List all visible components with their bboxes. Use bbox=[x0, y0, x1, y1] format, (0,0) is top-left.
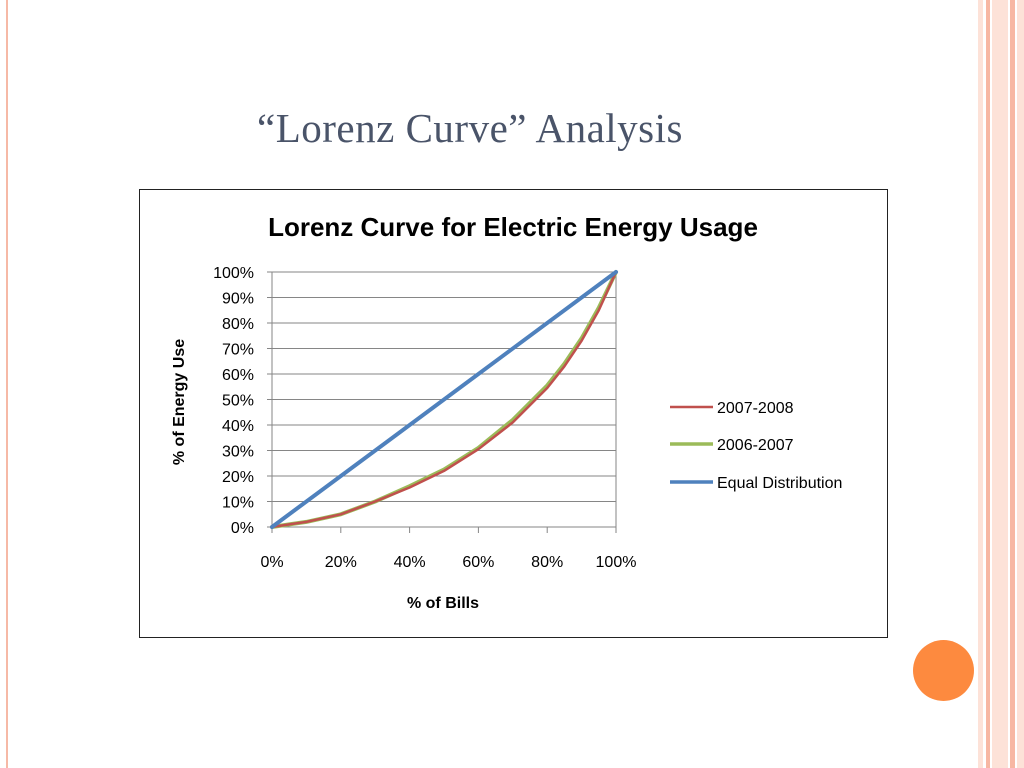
legend-label: Equal Distribution bbox=[717, 475, 842, 492]
y-tick-label: 40% bbox=[222, 418, 254, 435]
y-tick-label: 30% bbox=[222, 444, 254, 461]
x-tick-label: 60% bbox=[462, 554, 494, 571]
x-tick-label: 80% bbox=[531, 554, 563, 571]
y-tick-label: 20% bbox=[222, 469, 254, 486]
y-axis-label: % of Energy Use bbox=[171, 339, 188, 465]
x-tick-label: 100% bbox=[596, 554, 637, 571]
left-border-line bbox=[6, 0, 8, 768]
chart-frame: Lorenz Curve for Electric Energy Usage %… bbox=[139, 189, 888, 638]
y-tick-label: 50% bbox=[222, 393, 254, 410]
x-tick-label: 20% bbox=[325, 554, 357, 571]
legend-label: 2007-2008 bbox=[717, 400, 794, 417]
y-tick-label: 10% bbox=[222, 495, 254, 512]
right-decorative-stripes bbox=[978, 0, 1024, 768]
y-tick-label: 80% bbox=[222, 316, 254, 333]
y-tick-label: 60% bbox=[222, 367, 254, 384]
chart-title: Lorenz Curve for Electric Energy Usage bbox=[268, 212, 758, 242]
accent-circle bbox=[913, 640, 974, 701]
slide-title: “Lorenz Curve” Analysis bbox=[257, 105, 683, 151]
x-tick-label: 40% bbox=[394, 554, 426, 571]
y-tick-label: 70% bbox=[222, 342, 254, 359]
y-tick-label: 0% bbox=[231, 520, 254, 537]
series-line bbox=[270, 270, 618, 529]
lorenz-chart: Lorenz Curve for Electric Energy Usage %… bbox=[171, 212, 842, 612]
series-line bbox=[270, 270, 618, 529]
legend-label: 2006-2007 bbox=[717, 437, 794, 454]
y-tick-label: 90% bbox=[222, 291, 254, 308]
x-axis-label: % of Bills bbox=[407, 595, 479, 612]
y-tick-label: 100% bbox=[213, 265, 254, 282]
x-tick-label: 0% bbox=[260, 554, 283, 571]
